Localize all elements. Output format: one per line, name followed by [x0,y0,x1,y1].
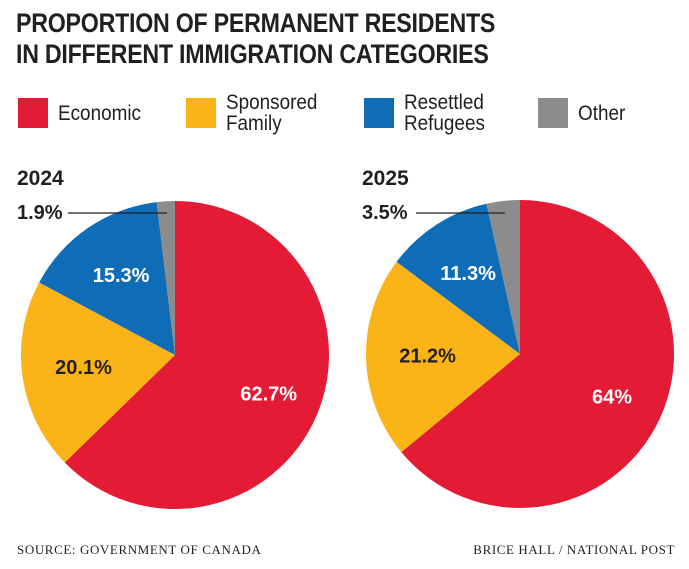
legend-item-sponsored-family: Sponsored Family [186,92,328,134]
pie-2024-label-sponsored-family: 20.1% [55,357,112,379]
legend-item-economic: Economic [18,92,150,134]
pie-2025-label-sponsored-family: 21.2% [399,345,456,367]
pie-2024-slice-sponsored-family [21,282,175,463]
legend-swatch-other [538,98,568,128]
legend-label-sponsored-family: Sponsored Family [226,91,318,135]
legend-swatch-sponsored-family [186,98,216,128]
title-line-1: PROPORTION OF PERMANENT RESIDENTS [16,8,496,38]
pie-2024-label-economic: 62.7% [240,384,297,406]
pie-2025-slice-sponsored-family [366,261,520,453]
legend-label-economic: Economic [58,101,141,125]
source-note: SOURCE: GOVERNMENT OF CANADA [17,542,262,557]
chart-title: PROPORTION OF PERMANENT RESIDENTS IN DIFF… [16,8,495,70]
legend-label-resettled-refugees: Resettled Refugees [404,91,485,135]
pie-2024-year-label: 2024 [17,167,64,190]
pie-2025-label-resettled-refugees: 11.3% [440,263,496,285]
credit-note: BRICE HALL / NATIONAL POST [473,542,675,557]
title-line-2: IN DIFFERENT IMMIGRATION CATEGORIES [16,39,489,69]
legend-swatch-resettled-refugees [364,98,394,128]
pie-2025-slice-other [486,200,520,354]
pie-2024-label-resettled-refugees: 15.3% [93,265,150,287]
pie-2024: 62.7% 20.1% 15.3% 1.9% [17,200,330,510]
legend-swatch-economic [18,98,48,128]
legend-item-other: Other [538,92,631,134]
pie-2025-slice-resettled-refugees [396,203,520,354]
pie-2025-label-other: 3.5% [362,202,408,224]
pie-2025-label-economic: 64% [592,386,632,408]
legend-item-resettled-refugees: Resettled Refugees [364,92,494,134]
pie-2024-slice-other [156,201,175,355]
pie-2024-slice-economic [64,200,330,510]
pie-2024-callout-line-other [68,212,168,214]
pie-2024-label-other: 1.9% [17,202,63,224]
pie-2025-year-label: 2025 [362,167,409,190]
pie-2025-slice-economic [401,200,675,508]
legend-label-other: Other [578,101,626,125]
pie-2025: 64% 21.2% 11.3% 3.5% [362,200,675,508]
pie-2024-slice-resettled-refugees [39,202,175,355]
